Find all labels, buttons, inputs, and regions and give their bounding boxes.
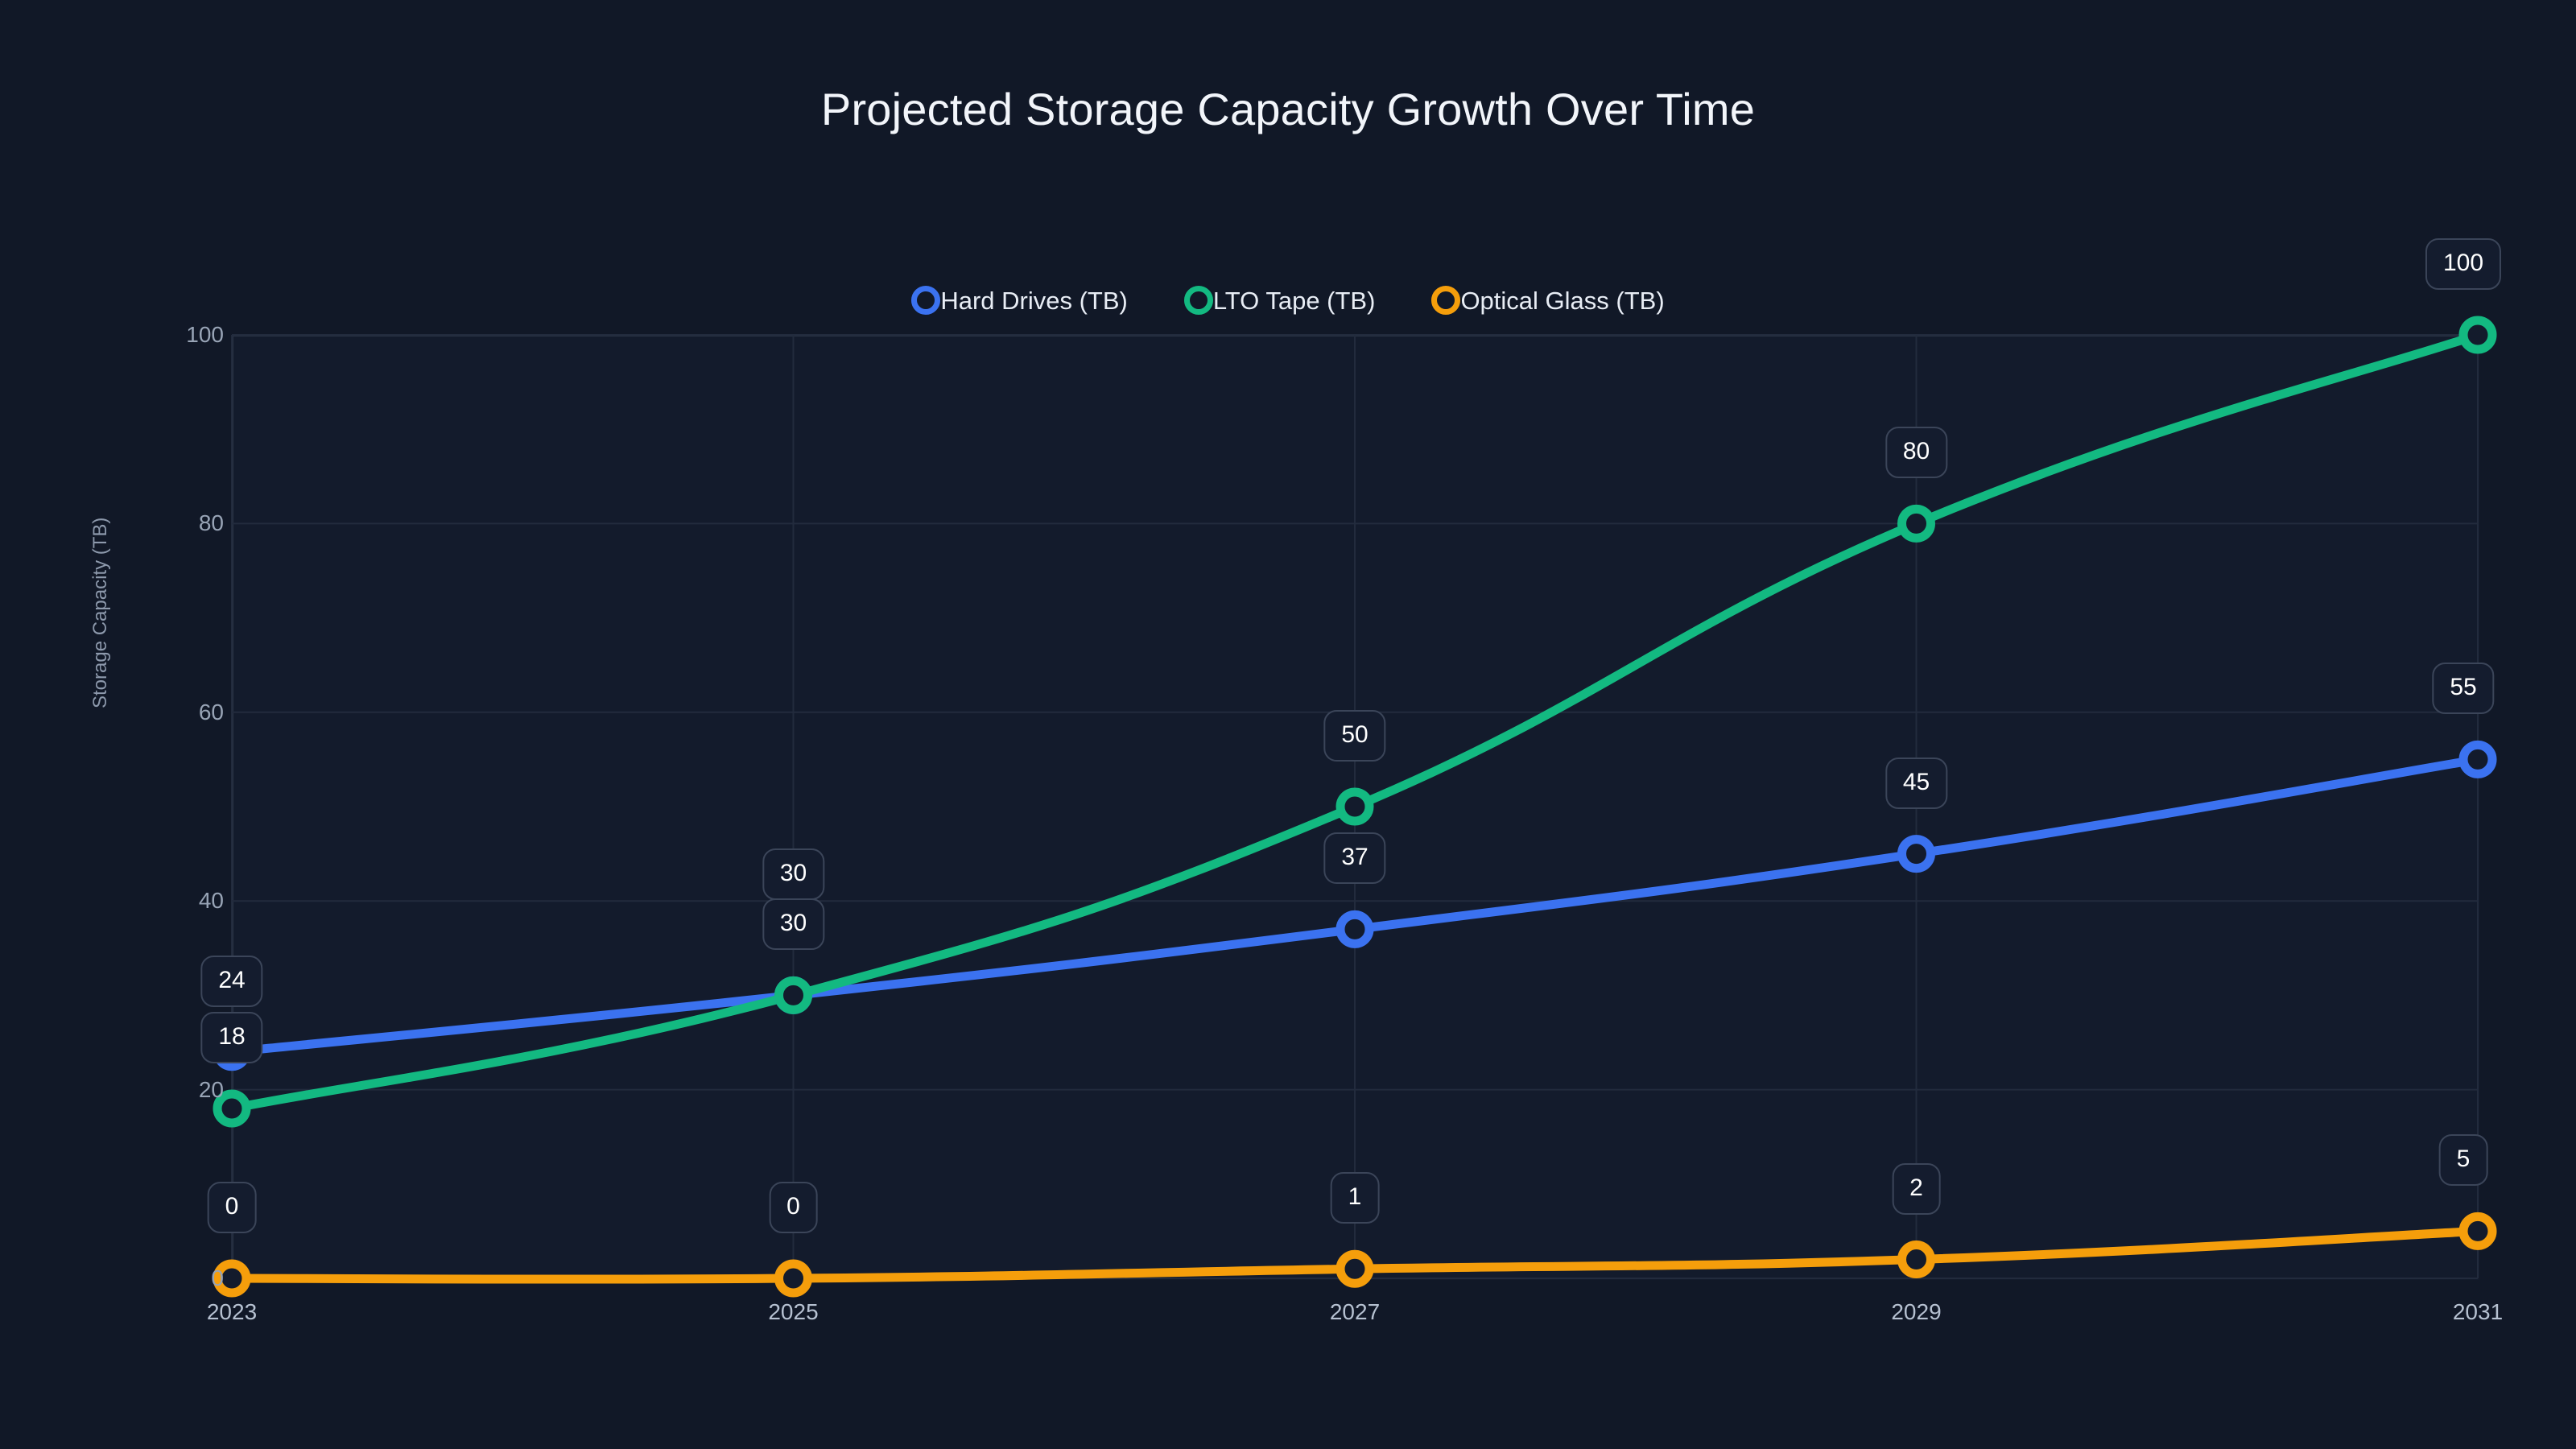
x-axis-tick-label: 2025 — [768, 1299, 819, 1324]
y-axis-tick-label: 100 — [186, 322, 224, 347]
data-point-marker[interactable] — [2458, 740, 2497, 778]
circle-outline-icon — [1431, 286, 1461, 315]
data-value-badge: 1 — [1330, 1172, 1380, 1224]
data-point-marker[interactable] — [1897, 1241, 1935, 1279]
y-axis-tick-label: 60 — [198, 699, 224, 724]
data-point-marker[interactable] — [1897, 835, 1935, 873]
data-value-badge: 24 — [200, 955, 263, 1007]
data-value-badge: 0 — [207, 1182, 257, 1233]
data-value-badge: 37 — [1323, 832, 1386, 885]
chart-title: Projected Storage Capacity Growth Over T… — [820, 84, 1756, 134]
data-value-badge: 30 — [762, 848, 825, 901]
data-value-badge: 80 — [1885, 427, 1948, 479]
data-value-badge: 55 — [2432, 663, 2495, 715]
circle-outline-icon — [911, 286, 941, 315]
y-axis-tick-label: 40 — [198, 888, 224, 914]
legend-label: Optical Glass (TB) — [1460, 286, 1665, 315]
data-point-marker[interactable] — [1335, 910, 1374, 948]
y-axis-tick-label: 80 — [198, 510, 224, 536]
data-point-marker[interactable] — [2458, 1212, 2497, 1250]
legend-item-3[interactable]: Optical Glass (TB) — [1431, 286, 1665, 315]
circle-outline-icon — [1183, 286, 1213, 315]
x-axis-tick-label: 2023 — [206, 1299, 258, 1324]
legend-label: LTO Tape (TB) — [1212, 286, 1376, 315]
data-point-marker[interactable] — [774, 1259, 812, 1298]
data-point-marker[interactable] — [1335, 787, 1374, 826]
data-point-marker[interactable] — [213, 1089, 251, 1128]
data-point-marker[interactable] — [1335, 1249, 1374, 1288]
x-axis-tick-label: 2029 — [1891, 1299, 1942, 1324]
y-axis-tick-label: 0 — [211, 1265, 224, 1290]
data-point-marker[interactable] — [2458, 316, 2497, 354]
data-value-badge: 30 — [762, 898, 825, 951]
x-axis-tick-label: 2031 — [2452, 1299, 2504, 1324]
x-axis-tick-label: 2027 — [1329, 1299, 1381, 1324]
data-point-marker[interactable] — [213, 1259, 251, 1298]
chart-legend: Hard Drives (TB) LTO Tape (TB) Optical Gla… — [0, 286, 2576, 315]
data-value-badge: 45 — [1885, 757, 1948, 809]
data-value-badge: 50 — [1323, 710, 1386, 762]
data-point-marker[interactable] — [1897, 504, 1935, 543]
legend-item-1[interactable]: Hard Drives (TB) — [911, 286, 1128, 315]
series-markers — [213, 316, 2497, 1298]
data-point-marker[interactable] — [774, 976, 812, 1014]
data-value-badge: 2 — [1892, 1162, 1941, 1215]
legend-label: Hard Drives (TB) — [940, 286, 1128, 315]
y-axis-tick-label: 20 — [198, 1076, 224, 1102]
legend-item-2[interactable]: LTO Tape (TB) — [1183, 286, 1376, 315]
data-value-badge: 18 — [200, 1012, 263, 1064]
data-value-badge: 5 — [2438, 1134, 2488, 1187]
data-value-badge: 100 — [2425, 238, 2502, 290]
data-value-badge: 0 — [769, 1182, 818, 1233]
